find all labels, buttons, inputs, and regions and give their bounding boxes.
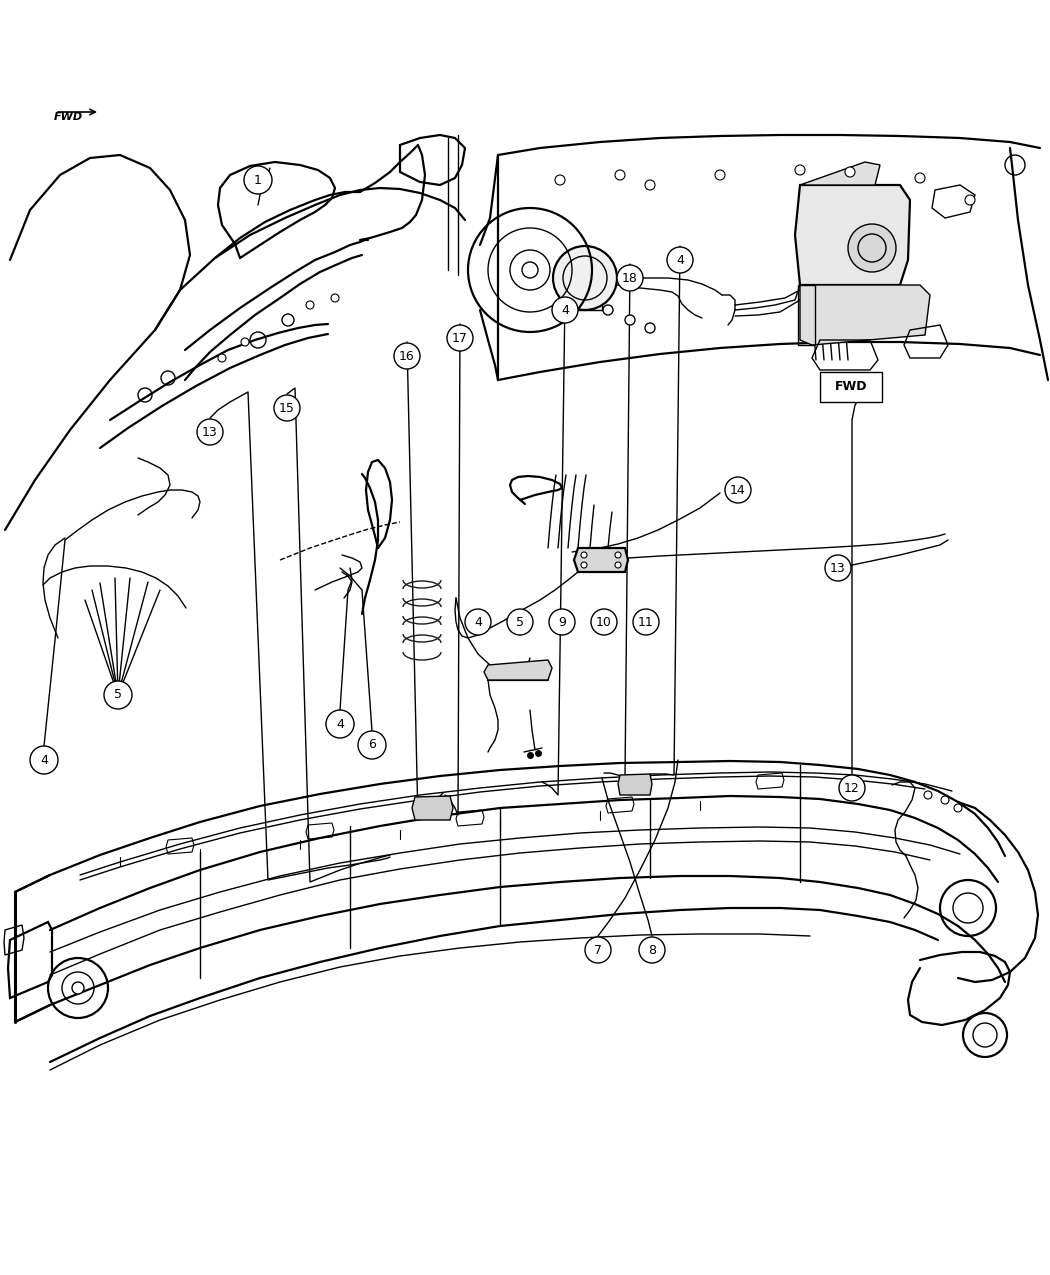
Circle shape — [941, 796, 949, 805]
Text: 9: 9 — [558, 616, 566, 629]
Circle shape — [845, 167, 855, 177]
Circle shape — [581, 552, 587, 558]
Circle shape — [197, 419, 223, 445]
Circle shape — [839, 775, 865, 801]
Circle shape — [218, 354, 226, 362]
Circle shape — [549, 609, 575, 635]
Text: 17: 17 — [453, 332, 468, 344]
Circle shape — [645, 323, 655, 333]
Polygon shape — [574, 548, 628, 572]
Circle shape — [585, 937, 611, 963]
Circle shape — [581, 562, 587, 567]
Text: 5: 5 — [114, 688, 122, 701]
Circle shape — [615, 170, 625, 180]
Circle shape — [639, 937, 665, 963]
Text: 16: 16 — [399, 349, 415, 362]
Circle shape — [394, 343, 420, 368]
Text: 6: 6 — [369, 738, 376, 751]
Circle shape — [924, 790, 932, 799]
Circle shape — [552, 297, 578, 323]
Circle shape — [825, 555, 851, 581]
Text: 12: 12 — [844, 782, 860, 794]
Text: 18: 18 — [622, 272, 638, 284]
Polygon shape — [618, 774, 652, 796]
Circle shape — [274, 395, 300, 421]
Text: 10: 10 — [596, 616, 612, 629]
Circle shape — [715, 170, 724, 180]
Circle shape — [617, 265, 643, 291]
Circle shape — [615, 562, 621, 567]
Circle shape — [954, 805, 962, 812]
Circle shape — [615, 552, 621, 558]
Circle shape — [30, 746, 58, 774]
Text: 7: 7 — [594, 944, 602, 956]
Polygon shape — [800, 286, 930, 346]
Text: 8: 8 — [648, 944, 656, 956]
Circle shape — [522, 261, 538, 278]
Circle shape — [242, 338, 249, 346]
Text: 4: 4 — [676, 254, 684, 266]
Circle shape — [591, 609, 617, 635]
Circle shape — [724, 477, 751, 504]
Text: 4: 4 — [474, 616, 482, 629]
Circle shape — [965, 195, 975, 205]
Polygon shape — [412, 796, 453, 820]
Circle shape — [244, 166, 272, 194]
Polygon shape — [800, 162, 880, 185]
Circle shape — [331, 295, 339, 302]
Circle shape — [358, 731, 386, 759]
Circle shape — [306, 301, 314, 309]
Text: 11: 11 — [638, 616, 654, 629]
Circle shape — [625, 315, 635, 325]
Circle shape — [645, 180, 655, 190]
Circle shape — [795, 164, 805, 175]
Text: 13: 13 — [831, 561, 846, 575]
Circle shape — [553, 246, 617, 310]
Polygon shape — [484, 660, 552, 680]
Circle shape — [447, 325, 473, 351]
Text: 4: 4 — [336, 718, 344, 731]
Circle shape — [848, 224, 896, 272]
Circle shape — [667, 247, 693, 273]
Polygon shape — [795, 185, 910, 286]
Text: 5: 5 — [516, 616, 524, 629]
Text: 15: 15 — [279, 402, 295, 414]
Circle shape — [633, 609, 659, 635]
Circle shape — [555, 175, 565, 185]
Text: FWD: FWD — [54, 112, 83, 122]
Text: 1: 1 — [254, 173, 261, 186]
Circle shape — [507, 609, 533, 635]
Circle shape — [915, 173, 925, 184]
Text: 4: 4 — [561, 303, 569, 316]
Polygon shape — [820, 372, 882, 402]
Circle shape — [603, 305, 613, 315]
Circle shape — [104, 681, 132, 709]
Circle shape — [465, 609, 491, 635]
Text: 4: 4 — [40, 754, 48, 766]
Text: FWD: FWD — [835, 380, 867, 394]
Circle shape — [72, 982, 84, 994]
Circle shape — [326, 710, 354, 738]
Text: 14: 14 — [730, 483, 746, 496]
Text: 13: 13 — [202, 426, 218, 439]
